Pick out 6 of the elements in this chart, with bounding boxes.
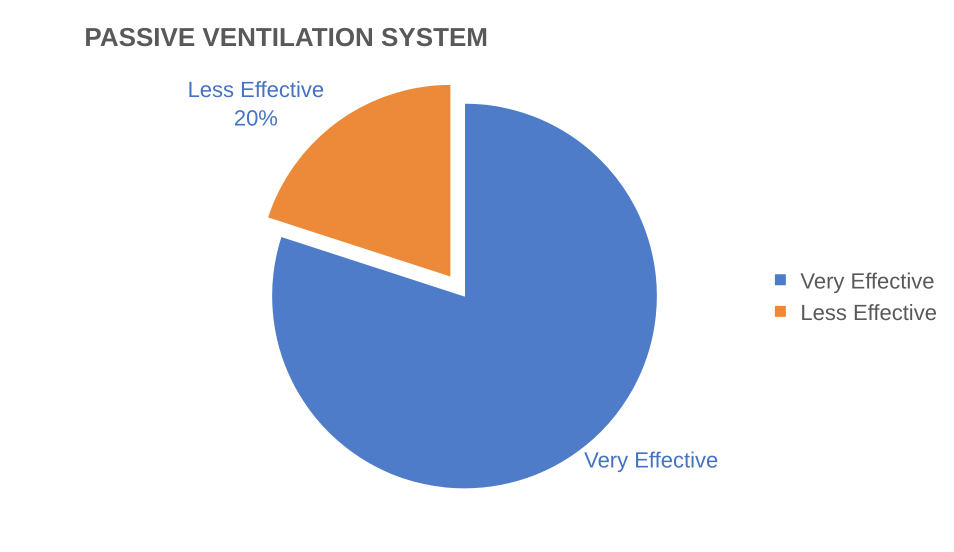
slice-label: Very Effective bbox=[584, 448, 718, 473]
legend-label: Less Effective bbox=[800, 300, 937, 325]
data-label: 20% bbox=[234, 106, 278, 131]
legend-label: Very Effective bbox=[800, 268, 934, 294]
slice-label: Less Effective bbox=[188, 76, 324, 102]
chart-title: PASSIVE VENTILATION SYSTEM bbox=[84, 22, 488, 52]
